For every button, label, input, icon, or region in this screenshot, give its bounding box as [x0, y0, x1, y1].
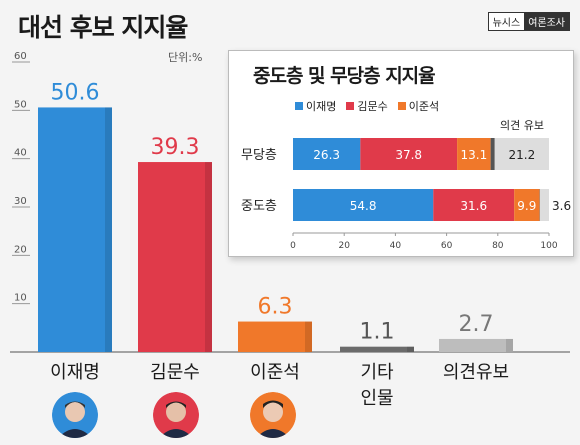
bar-value-label: 39.3 — [151, 135, 200, 160]
stack-segment — [514, 189, 540, 221]
x-category-label: 인물 — [360, 388, 393, 409]
bar — [238, 321, 312, 352]
x-category-label: 기타 — [360, 362, 394, 383]
bar-shade — [305, 321, 312, 352]
inset-title: 중도층 및 무당층 지지율 — [253, 65, 436, 87]
legend-swatch — [397, 102, 406, 110]
stack-value-label: 13.1 — [461, 148, 488, 162]
stack-value-label: 3.6 — [552, 199, 571, 213]
bar-value-label: 50.6 — [51, 80, 100, 105]
bar — [138, 162, 212, 352]
legend-item-lee: 이재명 — [295, 98, 336, 114]
legend-label: 이준석 — [408, 100, 440, 113]
stack-value-label: 54.8 — [350, 199, 377, 213]
y-tick-label: 30 — [14, 196, 27, 207]
row-category-label: 중도층 — [241, 199, 277, 214]
bar-shade — [205, 162, 212, 352]
x-category-label: 이재명 — [50, 362, 100, 383]
stack-segment — [293, 189, 434, 221]
y-tick-label: 20 — [14, 244, 27, 255]
stack-segment — [293, 138, 361, 170]
legend-label: 이재명 — [306, 100, 337, 113]
legend-label: 김문수 — [357, 100, 388, 113]
x-tick-label: 100 — [540, 241, 557, 251]
bar-value-label: 2.7 — [459, 312, 494, 337]
legend-swatch — [346, 102, 355, 110]
stack-value-label: 9.9 — [517, 199, 536, 213]
bar-shade — [506, 338, 513, 352]
bar-value-label: 1.1 — [360, 320, 395, 345]
stack-segment — [457, 138, 491, 170]
x-tick-label: 20 — [338, 241, 350, 251]
stack-segment — [360, 138, 458, 170]
x-category-label: 김문수 — [150, 362, 200, 383]
row-category-label: 무당층 — [241, 148, 277, 163]
legend-item-kim: 김문수 — [346, 98, 388, 114]
candidate-photo-lee — [52, 392, 98, 438]
y-tick-label: 50 — [14, 99, 27, 110]
unit-label: 단위:% — [168, 51, 203, 64]
candidate-photo-lee-junseok — [250, 392, 296, 438]
y-tick-label: 60 — [14, 51, 27, 62]
bar — [38, 107, 112, 352]
brand-name: 뉴시스 — [488, 13, 525, 30]
y-tick-label: 40 — [14, 148, 27, 159]
stack-value-label: 21.2 — [509, 148, 536, 162]
bar-shade — [407, 346, 414, 352]
stack-segment — [490, 138, 495, 170]
y-tick-label: 10 — [14, 293, 27, 304]
brand-category: 여론조사 — [524, 13, 569, 30]
stack-value-label: 31.6 — [460, 199, 487, 213]
stack-segment — [494, 138, 549, 170]
bar — [439, 338, 513, 352]
bar-shade — [105, 107, 112, 352]
candidate-photo-kim — [153, 392, 199, 438]
x-tick-label: 0 — [290, 241, 296, 251]
stack-segment — [539, 189, 549, 221]
stack-value-label: 37.8 — [395, 148, 422, 162]
legend-item-lee-junseok: 이준석 — [397, 98, 440, 114]
stack-value-label: 26.3 — [313, 148, 340, 162]
bar — [340, 346, 414, 352]
inset-legend: 이재명 김문수 이준석 — [295, 98, 439, 114]
page-title: 대선 후보 지지율 — [18, 13, 188, 42]
brand-badge: 뉴시스 여론조사 — [487, 12, 570, 31]
x-tick-label: 40 — [390, 241, 402, 251]
stack-segment — [433, 189, 515, 221]
legend-swatch — [295, 102, 303, 110]
x-tick-label: 80 — [492, 241, 504, 251]
x-tick-label: 60 — [441, 241, 453, 251]
bar-value-label: 6.3 — [258, 295, 293, 320]
series-label: 의견 유보 — [500, 119, 544, 132]
x-category-label: 의견유보 — [443, 362, 509, 383]
x-category-label: 이준석 — [250, 362, 300, 383]
